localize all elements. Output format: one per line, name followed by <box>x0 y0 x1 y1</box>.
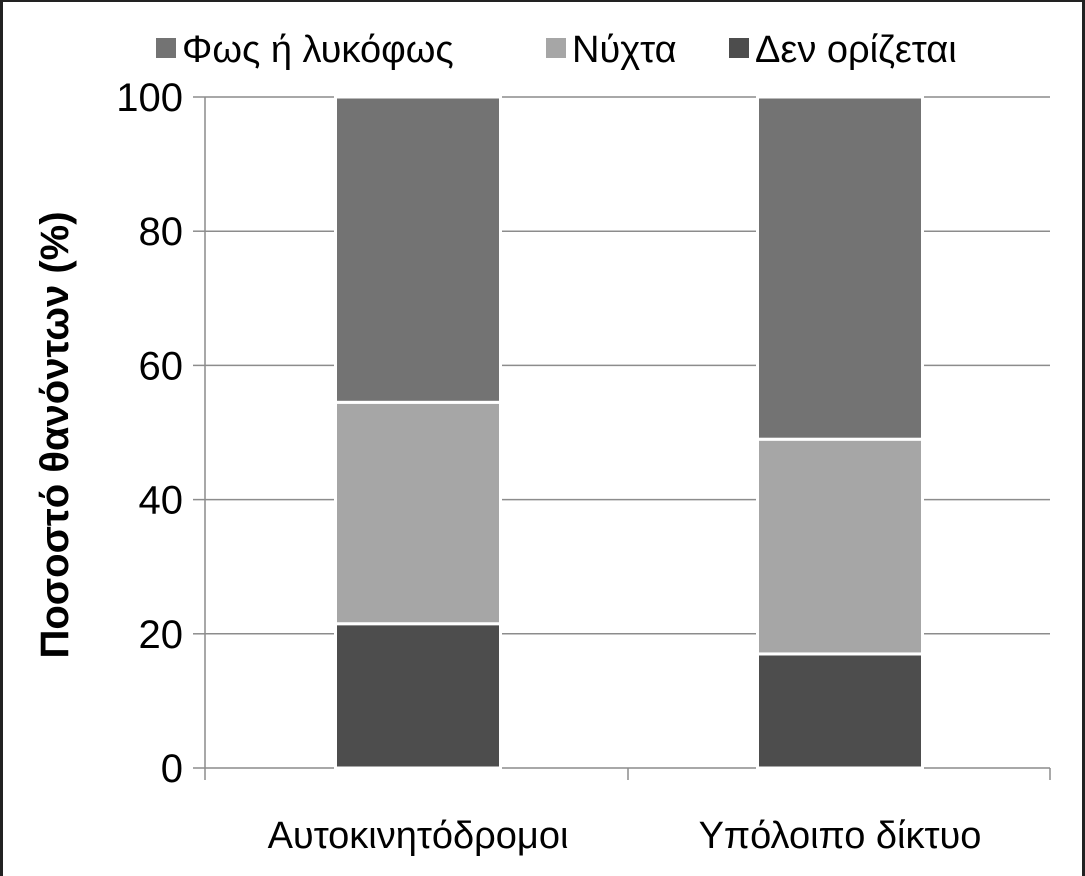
y-axis-title: Ποσοστό θανόντων (%) <box>33 211 77 658</box>
y-tick-label: 100 <box>116 76 183 120</box>
bar-segment <box>756 437 924 656</box>
bar-segment <box>334 400 502 626</box>
legend-swatch <box>729 38 749 58</box>
bar-segment <box>334 622 502 770</box>
y-tick-label: 20 <box>139 613 184 657</box>
y-tick-label: 40 <box>139 479 184 523</box>
legend-label: Φως ή λυκόφως <box>182 29 454 71</box>
bar-segment <box>334 95 502 404</box>
x-category-label: Υπόλοιπο δίκτυο <box>699 815 982 857</box>
x-category-label: Αυτοκινητόδρομοι <box>268 815 569 857</box>
legend-swatch <box>546 38 566 58</box>
legend-swatch <box>156 38 176 58</box>
y-tick-label: 80 <box>139 210 184 254</box>
y-tick-label: 0 <box>161 747 183 791</box>
legend-label: Δεν ορίζεται <box>755 29 957 71</box>
bars <box>334 95 924 770</box>
bar-segment <box>756 95 924 441</box>
labels: 0 20 40 60 80 100 Αυτοκινητόδρομοι Υπόλοιπο δίκ… <box>116 76 981 857</box>
legend-label: Νύχτα <box>572 29 677 71</box>
legend: Φως ή λυκόφως Νύχτα Δεν ορίζεται <box>156 29 957 71</box>
bar-segment <box>756 652 924 770</box>
y-tick-label: 60 <box>139 344 184 388</box>
